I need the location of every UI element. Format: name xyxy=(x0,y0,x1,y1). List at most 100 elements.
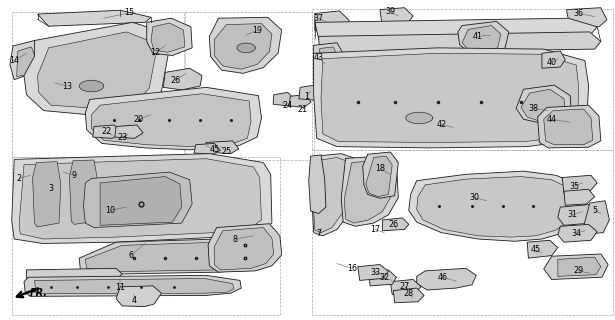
Polygon shape xyxy=(544,109,593,145)
Polygon shape xyxy=(273,92,295,106)
Polygon shape xyxy=(69,160,98,224)
Text: 42: 42 xyxy=(436,120,446,129)
Text: 10: 10 xyxy=(105,206,115,215)
Polygon shape xyxy=(562,175,597,194)
Text: 5: 5 xyxy=(592,206,597,215)
Text: 2: 2 xyxy=(17,174,22,183)
Polygon shape xyxy=(115,125,143,138)
Text: 39: 39 xyxy=(385,7,395,16)
Polygon shape xyxy=(417,177,577,237)
Polygon shape xyxy=(204,141,239,154)
Polygon shape xyxy=(315,18,597,38)
Polygon shape xyxy=(85,87,261,150)
Polygon shape xyxy=(380,8,413,27)
Polygon shape xyxy=(542,51,565,68)
Polygon shape xyxy=(538,105,601,148)
Polygon shape xyxy=(564,189,595,205)
Text: 22: 22 xyxy=(101,127,111,136)
Text: 28: 28 xyxy=(403,289,414,298)
Polygon shape xyxy=(558,257,601,276)
Text: 15: 15 xyxy=(124,8,135,17)
Text: 14: 14 xyxy=(9,56,19,65)
Text: 46: 46 xyxy=(437,273,448,282)
Polygon shape xyxy=(558,204,597,225)
Polygon shape xyxy=(366,156,392,197)
Polygon shape xyxy=(214,228,274,270)
Polygon shape xyxy=(84,172,192,228)
Polygon shape xyxy=(33,162,61,227)
Polygon shape xyxy=(521,89,565,121)
Polygon shape xyxy=(319,32,601,53)
Polygon shape xyxy=(344,161,391,223)
Polygon shape xyxy=(314,157,352,233)
Text: 7: 7 xyxy=(316,229,321,238)
Text: 9: 9 xyxy=(72,171,77,180)
Text: FR.: FR. xyxy=(30,288,48,298)
Text: 3: 3 xyxy=(49,184,54,193)
Text: 12: 12 xyxy=(150,48,161,57)
Text: 26: 26 xyxy=(170,76,181,85)
Polygon shape xyxy=(544,254,608,279)
Polygon shape xyxy=(237,43,255,52)
Text: 34: 34 xyxy=(571,229,581,238)
Text: 29: 29 xyxy=(574,266,584,276)
Text: 38: 38 xyxy=(528,104,538,113)
Text: 17: 17 xyxy=(370,225,380,234)
Polygon shape xyxy=(315,11,349,35)
Polygon shape xyxy=(208,224,282,272)
Polygon shape xyxy=(17,47,36,76)
Text: 40: 40 xyxy=(547,58,557,67)
Text: 26: 26 xyxy=(388,220,399,229)
Text: 43: 43 xyxy=(314,53,323,62)
Text: 4: 4 xyxy=(132,296,137,305)
Text: 27: 27 xyxy=(399,282,410,291)
Text: 33: 33 xyxy=(370,268,380,277)
Text: 11: 11 xyxy=(116,283,125,292)
Text: 45: 45 xyxy=(209,145,220,154)
Polygon shape xyxy=(312,154,360,236)
Text: 25: 25 xyxy=(221,147,232,156)
Polygon shape xyxy=(116,286,162,307)
Polygon shape xyxy=(93,125,121,138)
Polygon shape xyxy=(194,143,220,154)
Polygon shape xyxy=(209,17,282,73)
Polygon shape xyxy=(164,68,202,90)
Polygon shape xyxy=(24,22,170,116)
Polygon shape xyxy=(369,270,397,286)
Polygon shape xyxy=(12,154,272,244)
Polygon shape xyxy=(458,21,509,53)
Text: 6: 6 xyxy=(129,251,133,260)
Text: 19: 19 xyxy=(252,26,262,35)
Polygon shape xyxy=(309,155,326,213)
Polygon shape xyxy=(516,85,571,123)
Text: 21: 21 xyxy=(298,105,308,114)
Polygon shape xyxy=(341,156,399,226)
Text: 36: 36 xyxy=(574,9,584,18)
Polygon shape xyxy=(417,268,476,290)
Text: 35: 35 xyxy=(569,182,579,191)
Text: 23: 23 xyxy=(117,132,127,141)
Polygon shape xyxy=(85,242,260,271)
Text: 37: 37 xyxy=(314,14,323,23)
Text: 18: 18 xyxy=(375,164,385,173)
Polygon shape xyxy=(299,85,322,100)
Polygon shape xyxy=(321,53,579,142)
Text: 44: 44 xyxy=(547,115,557,124)
Polygon shape xyxy=(363,152,399,198)
Polygon shape xyxy=(406,112,433,124)
Polygon shape xyxy=(214,24,272,69)
Polygon shape xyxy=(19,159,261,239)
Polygon shape xyxy=(314,48,589,148)
Polygon shape xyxy=(319,47,339,84)
Text: 30: 30 xyxy=(469,193,480,202)
Polygon shape xyxy=(584,201,609,234)
Text: 16: 16 xyxy=(347,264,357,273)
Text: 24: 24 xyxy=(283,101,293,110)
Text: 45: 45 xyxy=(531,245,541,254)
Text: 32: 32 xyxy=(379,273,389,282)
Polygon shape xyxy=(527,240,558,258)
Polygon shape xyxy=(391,279,421,294)
Polygon shape xyxy=(79,239,266,274)
Polygon shape xyxy=(10,41,42,80)
Polygon shape xyxy=(38,10,151,26)
